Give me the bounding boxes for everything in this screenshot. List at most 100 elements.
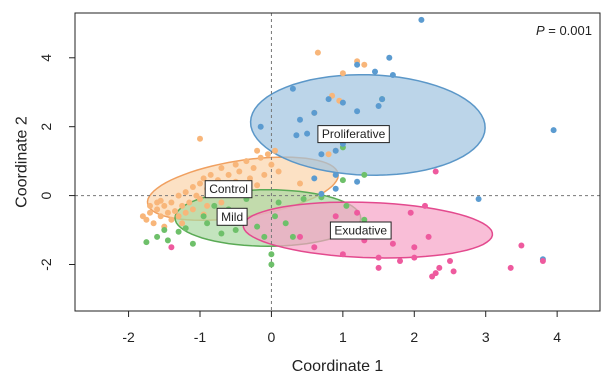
point-mild bbox=[339, 177, 346, 184]
point-control bbox=[261, 171, 268, 178]
point-exudative bbox=[411, 254, 418, 261]
point-control bbox=[275, 168, 282, 175]
point-mild bbox=[182, 225, 189, 232]
point-mild bbox=[218, 230, 225, 237]
x-tick-label: 0 bbox=[268, 329, 276, 345]
point-exudative bbox=[168, 244, 175, 251]
point-proliferative bbox=[297, 116, 303, 123]
point-control bbox=[232, 161, 239, 168]
point-control bbox=[175, 192, 182, 199]
point-mild bbox=[161, 227, 168, 233]
label-box-control bbox=[204, 180, 253, 199]
x-tick-label: -1 bbox=[194, 329, 207, 345]
point-exudative bbox=[447, 258, 453, 264]
label-exudative: Exudative bbox=[329, 221, 392, 240]
confidence-ellipses bbox=[146, 73, 494, 259]
point-proliferative bbox=[354, 178, 361, 185]
point-control bbox=[254, 147, 261, 154]
point-proliferative bbox=[318, 151, 325, 158]
point-mild bbox=[272, 213, 278, 220]
point-control bbox=[168, 216, 175, 223]
x-tick-label: 4 bbox=[553, 329, 561, 345]
point-exudative bbox=[389, 240, 396, 247]
point-proliferative bbox=[389, 72, 396, 78]
point-proliferative bbox=[475, 196, 482, 202]
point-exudative bbox=[354, 209, 361, 216]
point-proliferative bbox=[332, 147, 339, 154]
p-value-annotation: P = 0.001 bbox=[536, 23, 592, 38]
point-mild bbox=[282, 220, 289, 227]
point-proliferative bbox=[257, 123, 264, 130]
point-exudative bbox=[425, 233, 432, 240]
point-control bbox=[361, 61, 368, 68]
point-control bbox=[197, 135, 203, 142]
point-control bbox=[189, 184, 196, 190]
point-control bbox=[200, 175, 207, 182]
point-control bbox=[182, 189, 189, 196]
point-control bbox=[147, 209, 153, 216]
point-mild bbox=[232, 227, 239, 233]
point-mild bbox=[204, 220, 211, 227]
label-mild: Mild bbox=[216, 207, 248, 226]
point-control bbox=[168, 199, 175, 206]
point-mild bbox=[300, 196, 307, 202]
p-value-symbol: P bbox=[536, 23, 545, 38]
point-control bbox=[157, 213, 164, 220]
point-exudative bbox=[436, 264, 443, 271]
point-exudative bbox=[432, 270, 439, 277]
label-proliferative: Proliferative bbox=[317, 125, 390, 144]
point-control bbox=[297, 180, 303, 187]
point-mild bbox=[154, 233, 161, 240]
point-control bbox=[143, 216, 150, 223]
point-proliferative bbox=[332, 185, 339, 192]
point-proliferative bbox=[325, 96, 332, 103]
point-proliferative bbox=[289, 85, 296, 92]
point-mild bbox=[268, 251, 275, 258]
point-mild bbox=[200, 213, 207, 220]
label-text-control: Control bbox=[209, 182, 248, 196]
point-exudative bbox=[422, 202, 428, 209]
point-control bbox=[272, 147, 278, 154]
point-control bbox=[339, 70, 346, 77]
point-control bbox=[161, 202, 168, 209]
point-control bbox=[314, 49, 321, 56]
reference-lines bbox=[75, 13, 600, 311]
point-mild bbox=[164, 237, 171, 244]
point-control bbox=[164, 209, 171, 216]
point-control bbox=[325, 151, 332, 158]
point-control bbox=[257, 154, 264, 161]
point-mild bbox=[268, 261, 275, 268]
point-mild bbox=[289, 233, 296, 240]
point-proliferative bbox=[318, 190, 325, 197]
point-control bbox=[172, 208, 178, 215]
data-points bbox=[139, 16, 557, 280]
plot-frame bbox=[74, 12, 601, 312]
label-box-mild bbox=[216, 207, 248, 226]
point-control bbox=[186, 199, 193, 206]
point-control bbox=[157, 197, 164, 204]
label-control: Control bbox=[204, 180, 253, 199]
x-axis-label: Coordinate 1 bbox=[292, 358, 384, 375]
point-exudative bbox=[432, 168, 439, 175]
point-proliferative bbox=[311, 109, 318, 116]
point-mild bbox=[343, 202, 350, 209]
point-control bbox=[236, 168, 243, 175]
label-box-exudative bbox=[329, 221, 392, 240]
x-tick-label: -2 bbox=[122, 329, 135, 345]
point-mild bbox=[254, 223, 261, 230]
point-mild bbox=[175, 228, 182, 235]
point-mild bbox=[361, 171, 368, 178]
point-control bbox=[250, 165, 257, 171]
point-proliferative bbox=[386, 54, 393, 61]
ellipse-proliferative bbox=[249, 73, 486, 176]
x-tick-label: 2 bbox=[410, 329, 418, 345]
point-proliferative bbox=[304, 130, 311, 137]
point-control bbox=[204, 202, 211, 209]
point-control bbox=[179, 220, 186, 227]
x-axis-ticks: -2 -1 0 1 2 3 4 bbox=[122, 311, 561, 345]
point-control bbox=[175, 213, 182, 220]
point-control bbox=[243, 158, 250, 165]
point-exudative bbox=[411, 244, 418, 251]
point-proliferative bbox=[379, 96, 386, 103]
